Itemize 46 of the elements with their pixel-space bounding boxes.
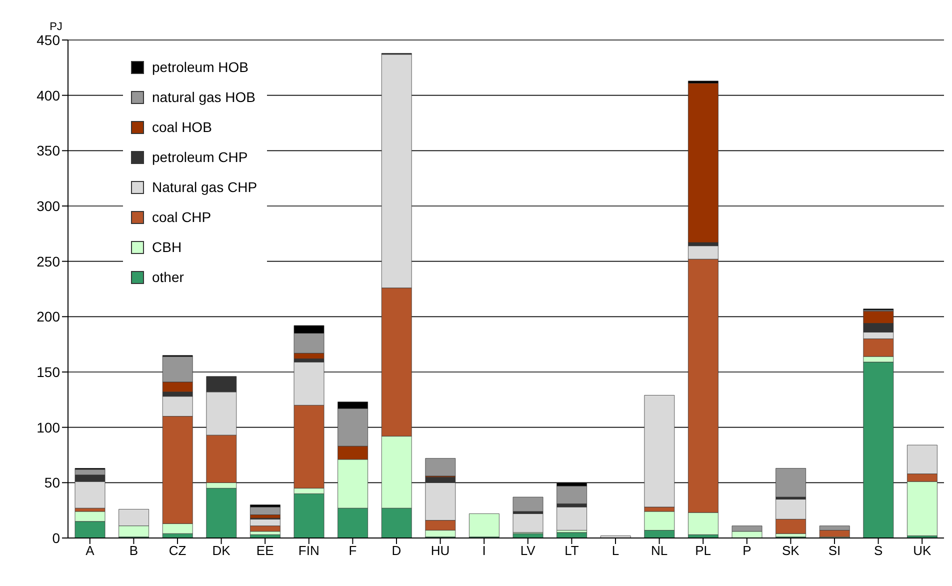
bar: [556, 486, 588, 504]
y-axis-title: PJ: [50, 21, 62, 33]
y-tick-label: 50: [44, 474, 60, 491]
x-tick-label: HU: [430, 543, 450, 558]
x-tick-label: I: [482, 543, 486, 558]
legend-label: coal CHP: [152, 209, 212, 225]
x-tick-label: FIN: [298, 543, 320, 558]
y-tick-label: 400: [36, 87, 60, 104]
y-tick-label: 200: [36, 308, 60, 325]
x-tick-label: S: [874, 543, 883, 558]
bar: [688, 82, 718, 243]
x-tick-label: PL: [695, 543, 712, 558]
y-tick-label: 100: [36, 419, 60, 436]
bar: [556, 506, 588, 530]
legend-label: other: [152, 269, 184, 285]
x-tick-label: DK: [212, 543, 231, 558]
x-tick-label: SK: [782, 543, 800, 558]
x-tick-label: L: [612, 543, 620, 558]
legend-label: petroleum CHP: [152, 149, 248, 165]
x-tick-label: F: [348, 543, 357, 558]
x-tick-label: P: [742, 543, 752, 558]
y-tick-label: 0: [52, 530, 60, 546]
x-tick-label: EE: [256, 543, 274, 558]
y-tick-label: 150: [36, 364, 60, 380]
bar: [469, 513, 500, 538]
x-tick-label: D: [392, 543, 402, 558]
x-tick-label: CZ: [168, 543, 186, 558]
x-tick-label: A: [86, 543, 95, 558]
bar: [250, 506, 280, 515]
bar: [512, 496, 544, 512]
x-tick-label: B: [129, 543, 138, 558]
y-tick-label: 350: [36, 142, 60, 159]
x-tick-label: LV: [520, 543, 536, 558]
x-tick-label: LT: [564, 543, 579, 558]
x-tick-label: NL: [650, 543, 668, 558]
legend-label: coal HOB: [152, 119, 212, 135]
y-tick-label: 450: [36, 32, 60, 48]
x-tick-label: SI: [828, 543, 841, 558]
legend-label: CBH: [152, 239, 182, 255]
y-tick-label: 250: [36, 253, 60, 270]
x-tick-label: UK: [913, 543, 932, 558]
bar: [776, 468, 806, 498]
legend-label: natural gas HOB: [152, 89, 256, 105]
legend-label: Natural gas CHP: [152, 179, 258, 195]
y-tick-label: 300: [36, 198, 60, 214]
legend-label: petroleum HOB: [152, 59, 248, 75]
